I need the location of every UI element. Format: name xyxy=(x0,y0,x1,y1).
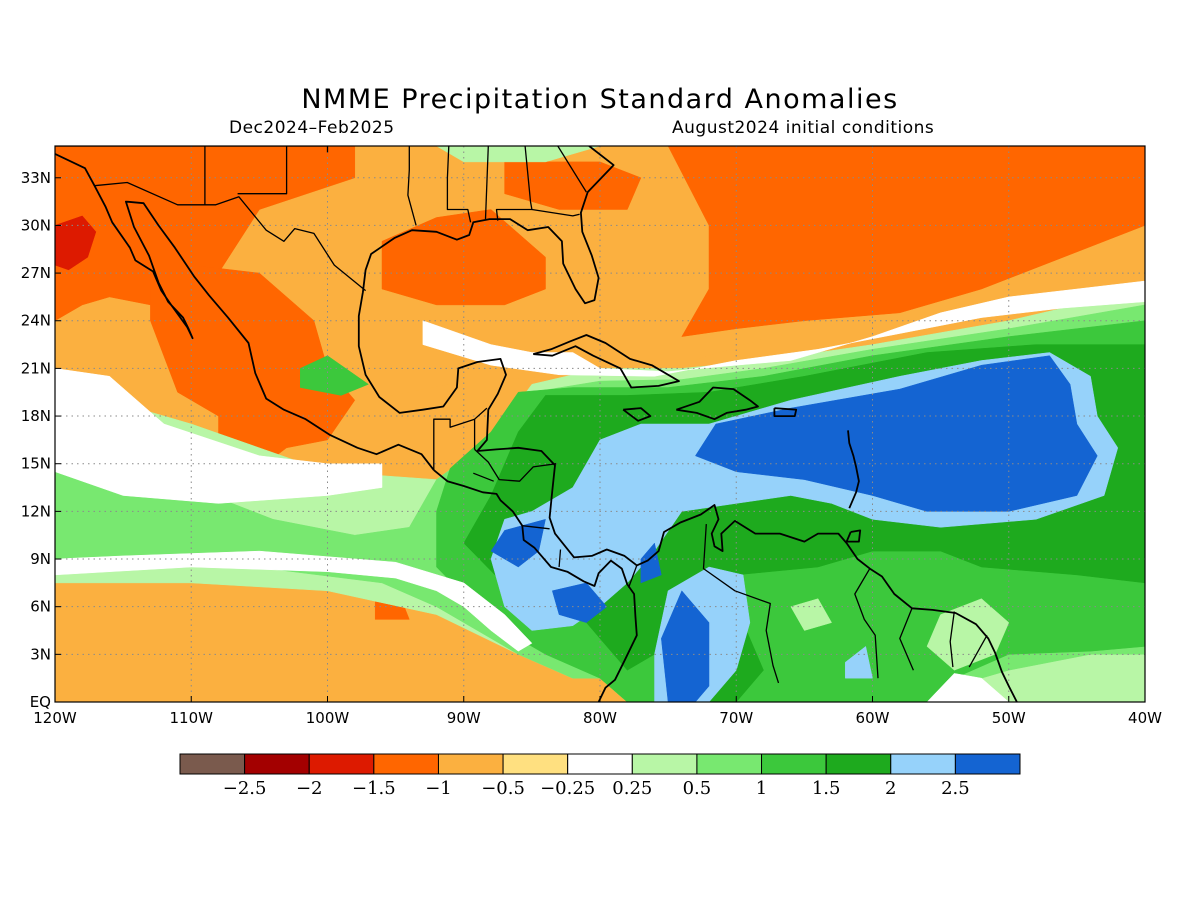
colorbar-swatch xyxy=(825,753,892,775)
lat-tick-label: 18N xyxy=(21,407,51,425)
border-line xyxy=(531,208,580,217)
lat-tick-label: 12N xyxy=(21,502,51,520)
colorbar-swatch xyxy=(502,753,569,775)
colorbar-swatch xyxy=(761,753,827,775)
coastlines xyxy=(55,146,1018,702)
lat-tick-label: EQ xyxy=(30,693,51,711)
border-line xyxy=(854,568,879,679)
lat-tick-label: 3N xyxy=(30,645,51,663)
colorbar-label: −0.25 xyxy=(540,778,595,799)
colorbar-swatch xyxy=(373,753,439,775)
colorbar-label: −1.5 xyxy=(352,778,396,799)
colorbar-label: −0.5 xyxy=(481,778,525,799)
colorbar-label: 0.5 xyxy=(683,778,712,799)
lon-tick-label: 80W xyxy=(583,709,617,727)
coastline xyxy=(55,153,435,471)
anomaly-region xyxy=(490,519,546,568)
lat-tick-label: 9N xyxy=(30,550,51,568)
lon-tick-label: 120W xyxy=(33,709,77,727)
border-line xyxy=(474,448,557,482)
lat-tick-label: 6N xyxy=(30,598,51,616)
border-line xyxy=(433,407,488,471)
anomaly-region xyxy=(504,161,642,210)
border-line xyxy=(407,146,417,226)
border-line xyxy=(558,549,562,568)
colorbar-label: 1 xyxy=(756,778,767,799)
lon-tick-label: 50W xyxy=(992,709,1026,727)
colorbar-label: −2.5 xyxy=(223,778,267,799)
border-line xyxy=(94,181,367,292)
anomaly-region xyxy=(436,146,601,163)
colorbar-label: −2 xyxy=(296,778,323,799)
border-line xyxy=(968,634,988,668)
colorbar-swatch xyxy=(631,753,698,775)
border-line xyxy=(522,525,550,530)
lat-tick-label: 15N xyxy=(21,455,51,473)
lat-tick-label: 30N xyxy=(21,216,51,234)
initial-conditions: August2024 initial conditions xyxy=(672,118,935,138)
colorbar-swatch xyxy=(890,753,956,775)
forecast-period: Dec2024–Feb2025 xyxy=(229,118,395,138)
colorbar-swatch xyxy=(308,753,375,775)
lon-tick-label: 40W xyxy=(1128,709,1162,727)
border-line xyxy=(899,608,914,671)
anomaly-region xyxy=(667,146,1145,337)
lon-tick-label: 60W xyxy=(856,709,890,727)
coastline xyxy=(773,407,798,418)
axes: 120W 110W 100W 90W 80W 70W 60W 50W 40W EQ 3N 6N 9N 12… xyxy=(21,169,1162,727)
border-line xyxy=(557,146,587,193)
colorbar-label: 1.5 xyxy=(812,778,841,799)
anomaly-region xyxy=(55,215,97,271)
anomaly-region xyxy=(790,598,832,631)
anomaly-region xyxy=(695,355,1098,512)
anomaly-region xyxy=(661,590,710,702)
colorbar-label: 0.25 xyxy=(612,778,652,799)
border-line xyxy=(237,146,288,195)
lon-tick-label: 90W xyxy=(447,709,481,727)
lat-tick-label: 21N xyxy=(21,359,51,377)
coastline xyxy=(433,469,638,702)
anomaly-region xyxy=(926,673,1010,702)
border-line xyxy=(949,611,955,668)
lon-tick-label: 70W xyxy=(719,709,753,727)
lat-tick-label: 33N xyxy=(21,169,51,187)
coastline xyxy=(357,146,1018,702)
coastline xyxy=(532,334,680,389)
colorbar-label: 2 xyxy=(885,778,896,799)
lon-tick-label: 100W xyxy=(306,709,350,727)
anomaly-region xyxy=(422,280,1145,377)
coastline xyxy=(622,407,652,422)
colorbar: −2.5 −2 −1.5 −1 −0.5 −0.25 0.25 0.5 1 1.5 2 2.5 xyxy=(179,753,1021,799)
colorbar-label: 2.5 xyxy=(941,778,970,799)
gridlines xyxy=(55,146,1145,702)
border-line xyxy=(446,146,472,223)
map-title: NMME Precipitation Standard Anomalies xyxy=(301,84,899,115)
lon-tick-label: 110W xyxy=(170,709,214,727)
lat-tick-label: 24N xyxy=(21,312,51,330)
lat-tick-label: 27N xyxy=(21,264,51,282)
coastline xyxy=(676,386,759,421)
border-line xyxy=(627,565,638,588)
border-line xyxy=(473,472,494,482)
colorbar-swatch xyxy=(179,753,246,775)
colorbar-swatch xyxy=(696,753,763,775)
coastline xyxy=(845,529,862,543)
colorbar-swatch xyxy=(244,753,310,775)
border-line xyxy=(484,146,489,220)
anomaly-region xyxy=(300,355,369,396)
colorbar-swatch xyxy=(954,753,1021,775)
coastline xyxy=(847,430,860,509)
colorbar-swatch xyxy=(437,753,504,775)
border-line xyxy=(702,524,780,684)
colorbar-swatch xyxy=(567,753,633,775)
colorbar-label: −1 xyxy=(425,778,452,799)
country-borders xyxy=(55,146,988,684)
anomaly-region xyxy=(845,646,873,679)
border-line xyxy=(55,146,329,153)
anomaly-region xyxy=(552,582,608,623)
plot-area xyxy=(55,146,1145,702)
